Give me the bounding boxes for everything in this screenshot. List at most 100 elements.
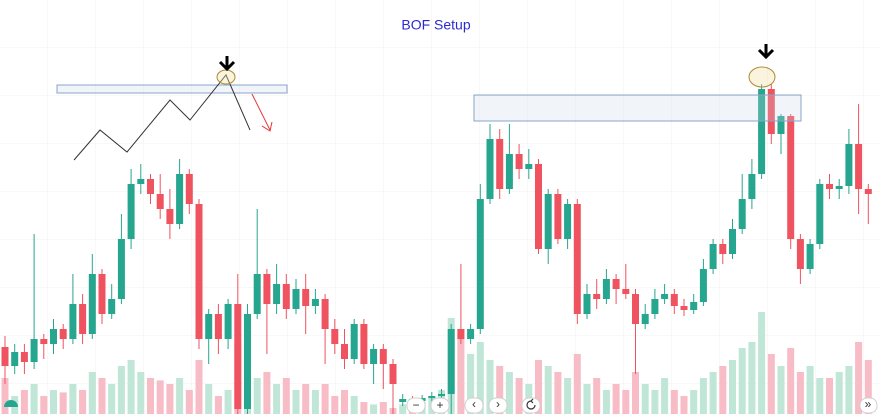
candle-body <box>156 194 164 209</box>
candle-body <box>273 284 281 304</box>
volume-bar <box>467 354 475 414</box>
candle-body <box>602 279 610 299</box>
volume-bar <box>855 342 863 414</box>
volume-bar <box>826 378 833 414</box>
volume-bar <box>20 390 28 414</box>
candle-body <box>826 184 833 189</box>
candle-body <box>496 139 504 189</box>
volume-bar <box>79 390 87 414</box>
volume-bar <box>59 392 67 414</box>
highlight-circle <box>216 69 236 85</box>
candle-body <box>360 324 368 364</box>
volume-bar <box>699 378 707 414</box>
candle-body <box>670 294 678 306</box>
volume-bar <box>302 384 310 414</box>
volume-bar <box>864 360 872 414</box>
volume-bar <box>787 348 795 414</box>
volume-bar <box>515 378 523 414</box>
volume-bar <box>806 366 814 414</box>
volume-bar <box>835 372 843 414</box>
candle-body <box>554 194 562 239</box>
candle-body <box>292 289 300 309</box>
candle-body <box>40 339 48 344</box>
candle-body <box>699 269 707 302</box>
candle-body <box>50 329 57 344</box>
volume-bar <box>593 378 601 414</box>
candle-body <box>350 324 358 359</box>
volume-bar <box>748 342 756 414</box>
volume-bar <box>156 380 164 414</box>
scroll-end-button[interactable] <box>859 397 878 414</box>
candle-body <box>486 139 494 199</box>
candle-body <box>709 244 717 269</box>
volume-bar <box>98 378 106 414</box>
volume-bar <box>535 360 542 414</box>
candle-body <box>641 314 649 324</box>
candle-body <box>845 144 853 186</box>
scroll-right-button[interactable] <box>488 397 508 414</box>
resistance-box <box>473 94 802 122</box>
candle-body <box>787 116 795 239</box>
volume-bar <box>176 378 184 414</box>
volume-bar <box>796 372 804 414</box>
volume-bar <box>214 396 222 414</box>
candle-body <box>282 284 290 309</box>
candle-body <box>166 209 174 224</box>
volume-bar <box>709 372 717 414</box>
resistance-box <box>56 84 288 94</box>
marker-arrow <box>218 56 236 72</box>
volume-bar <box>224 390 232 414</box>
zoom-out-button[interactable] <box>406 397 426 414</box>
volume-bar <box>476 342 484 414</box>
zigzag <box>73 74 251 161</box>
volume-bar <box>632 372 639 414</box>
candle-body <box>1 347 9 366</box>
volume-bar <box>399 404 407 414</box>
candle-body <box>505 154 513 189</box>
candle-body <box>127 184 135 239</box>
candle-body <box>719 244 727 254</box>
volume-bar <box>738 348 746 414</box>
candle-body <box>370 349 378 364</box>
volume-bar <box>719 366 727 414</box>
candle-body <box>816 184 824 244</box>
candle-body <box>108 299 116 314</box>
volume-bar <box>602 390 610 414</box>
candle-body <box>447 329 455 394</box>
candle-body <box>59 329 67 339</box>
candle-body <box>680 306 688 310</box>
candle-body <box>777 116 785 134</box>
volume-bar <box>622 390 630 414</box>
volume-bar <box>263 372 271 414</box>
candle-body <box>321 299 329 329</box>
volume-bar <box>147 378 154 414</box>
volume-bar <box>117 366 125 414</box>
down-arrow <box>251 93 273 132</box>
reset-button[interactable] <box>521 397 541 414</box>
candle-body <box>205 314 213 339</box>
scroll-left-button[interactable] <box>464 397 484 414</box>
candle-body <box>748 174 756 199</box>
candle-body <box>302 289 310 306</box>
candle-body <box>30 339 38 362</box>
candle-body <box>525 164 533 169</box>
candle-body <box>311 299 319 306</box>
candle-body <box>661 294 669 299</box>
volume-bar <box>69 384 77 414</box>
zoom-in-button[interactable] <box>430 397 450 414</box>
candle-body <box>515 154 523 169</box>
candle-body <box>729 229 736 254</box>
volume-bar <box>321 384 329 414</box>
volume-bar <box>360 402 368 414</box>
candle-body <box>117 239 125 299</box>
volume-bar <box>651 390 659 414</box>
candle-body <box>389 364 397 384</box>
candle-body <box>476 199 484 329</box>
candle-body <box>796 239 804 269</box>
candle-body <box>341 344 348 359</box>
candle-body <box>195 204 203 339</box>
volume-bar <box>379 402 387 414</box>
volume-bar <box>777 366 785 414</box>
candle-body <box>98 274 106 314</box>
